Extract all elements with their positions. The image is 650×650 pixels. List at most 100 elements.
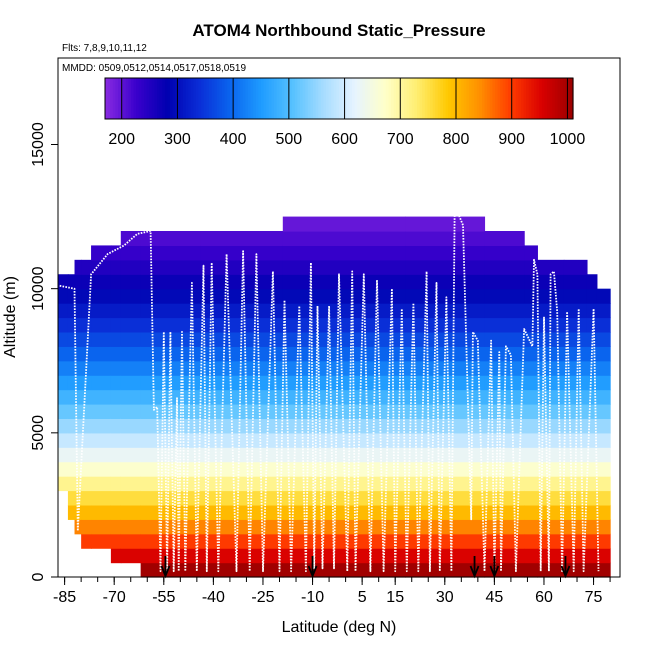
colorbar-segment — [157, 78, 161, 119]
colorbar-segment — [515, 78, 519, 119]
heatmap-cell — [120, 375, 142, 391]
x-tick-label: 5 — [358, 589, 367, 606]
colorbar-segment — [333, 78, 337, 119]
heatmap-cell — [74, 303, 82, 319]
heatmap-cell — [537, 288, 565, 304]
heatmap-cell — [586, 274, 598, 290]
heatmap-cell — [586, 490, 598, 506]
colorbar-segment — [344, 78, 348, 119]
colorbar-segment — [198, 78, 202, 119]
heatmap-cell — [484, 562, 525, 578]
colorbar-segment — [445, 78, 449, 119]
heatmap-cell — [140, 548, 201, 564]
x-tick-label: 15 — [386, 589, 404, 606]
heatmap-cell — [563, 288, 588, 304]
heatmap-cell — [405, 504, 486, 520]
arrow-head — [160, 565, 171, 579]
heatmap-cell — [282, 245, 406, 261]
colorbar-segment — [224, 78, 228, 119]
heatmap-cell — [120, 346, 142, 362]
colorbar-segment — [180, 78, 184, 119]
heatmap-cell — [537, 274, 565, 290]
heatmap-cell — [81, 259, 92, 275]
heatmap-cell — [484, 317, 525, 333]
colorbar-segment — [495, 78, 499, 119]
heatmap-cell — [140, 533, 201, 549]
heatmap-cell — [200, 476, 284, 492]
heatmap-cell — [81, 346, 92, 362]
heatmap-cell — [596, 375, 611, 391]
colorbar-segment — [414, 78, 418, 119]
heatmap-cell — [67, 432, 76, 448]
colorbar-segment — [554, 78, 558, 119]
y-axis: 0 5000 10000 15000 — [30, 122, 59, 581]
heatmap-cell — [200, 231, 284, 247]
x-tick-label: -25 — [251, 589, 274, 606]
colorbar-segment — [523, 78, 527, 119]
heatmap-cell — [120, 519, 142, 535]
heatmap-cell — [596, 461, 611, 477]
heatmap-cell — [282, 490, 406, 506]
colorbar-segment — [521, 78, 525, 119]
heatmap-cell — [563, 346, 588, 362]
colorbar-segment — [474, 78, 478, 119]
colorbar-segment — [112, 78, 116, 119]
heatmap-cell — [67, 504, 76, 520]
heatmap-cell — [81, 303, 92, 319]
heatmap-cell — [200, 490, 284, 506]
colorbar-segment — [562, 78, 566, 119]
heatmap-cell — [81, 490, 92, 506]
heatmap-cell — [524, 288, 538, 304]
colorbar-segment — [159, 78, 163, 119]
heatmap-cell — [200, 274, 284, 290]
colorbar-segment — [557, 78, 561, 119]
heatmap-cell — [74, 404, 82, 420]
colorbar-segment — [547, 78, 551, 119]
heatmap-cell — [524, 404, 538, 420]
heatmap-cell — [405, 274, 486, 290]
heatmap-cell — [58, 303, 69, 319]
heatmap-cell — [524, 562, 538, 578]
flights-annotation: Flts: 7,8,9,10,11,12 — [62, 43, 147, 54]
heatmap-cell — [537, 461, 565, 477]
heatmap-cell — [405, 548, 486, 564]
colorbar-segment — [185, 78, 189, 119]
heatmap-cell — [563, 360, 588, 376]
heatmap-cell — [405, 533, 486, 549]
heatmap-cell — [110, 519, 122, 535]
colorbar-segment — [352, 78, 356, 119]
heatmap-cell — [563, 504, 588, 520]
heatmap-cell — [524, 331, 538, 347]
heatmap-cell — [563, 331, 588, 347]
heatmap-cell — [140, 303, 201, 319]
heatmap-cell — [537, 476, 565, 492]
heatmap-cell — [586, 476, 598, 492]
heatmap-cell — [563, 548, 588, 564]
heatmap-cell — [282, 548, 406, 564]
heatmap-cell — [524, 274, 538, 290]
colorbar-segment — [484, 78, 488, 119]
heatmap-cell — [120, 447, 142, 463]
colorbar-segment — [219, 78, 223, 119]
colorbar-tick-label: 500 — [276, 131, 303, 148]
heatmap-cell — [586, 548, 598, 564]
heatmap-cell — [282, 303, 406, 319]
colorbar-segment — [378, 78, 382, 119]
heatmap-cell — [91, 490, 112, 506]
heatmap-cell — [484, 303, 525, 319]
x-tick-label: -10 — [301, 589, 324, 606]
colorbar-segment — [123, 78, 127, 119]
colorbar-segment — [476, 78, 480, 119]
colorbar-segment — [115, 78, 119, 119]
colorbar-segment — [105, 78, 109, 119]
heatmap-cell — [81, 404, 92, 420]
heatmap-cell — [282, 331, 406, 347]
heatmap-cell — [200, 504, 284, 520]
colorbar-segment — [497, 78, 501, 119]
heatmap-cell — [524, 317, 538, 333]
colorbar-segment — [560, 78, 564, 119]
colorbar-segment — [310, 78, 314, 119]
colorbar-tick-label: 900 — [498, 131, 525, 148]
heatmap-cell — [200, 360, 284, 376]
